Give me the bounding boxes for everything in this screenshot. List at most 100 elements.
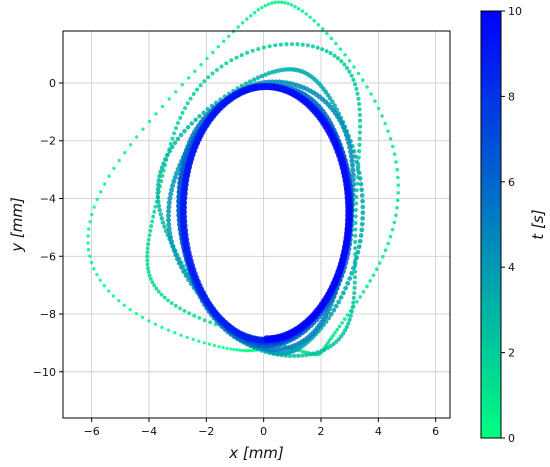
trajectory-point: [178, 306, 182, 311]
trajectory-point: [354, 159, 360, 165]
trajectory-point: [166, 221, 172, 227]
trajectory-point: [263, 3, 268, 8]
trajectory-point: [358, 181, 364, 187]
trajectory-point: [166, 298, 170, 303]
x-tick-label: 6: [432, 425, 439, 438]
trajectory-point: [176, 260, 182, 266]
trajectory-point: [147, 233, 152, 238]
trajectory-point: [86, 248, 91, 252]
trajectory-point: [206, 75, 211, 80]
trajectory-point: [331, 333, 335, 338]
trajectory-point: [147, 319, 151, 323]
trajectory-point: [279, 0, 284, 4]
trajectory-point: [224, 61, 229, 66]
trajectory-point: [225, 346, 229, 350]
trajectory-point: [330, 99, 335, 105]
x-tick-label: 2: [318, 425, 325, 438]
trajectory-point: [88, 220, 92, 224]
trajectory-point: [166, 328, 171, 332]
trajectory-point: [217, 344, 221, 349]
trajectory-point: [338, 334, 344, 339]
trajectory-point: [380, 254, 385, 259]
trajectory-point: [320, 27, 325, 31]
trajectory-point: [283, 0, 287, 5]
trajectory-point: [154, 112, 158, 116]
trajectory-point: [334, 41, 338, 46]
trajectory-point: [161, 161, 166, 166]
trajectory-point: [191, 337, 195, 342]
trajectory-point: [396, 191, 400, 195]
trajectory-point: [365, 284, 369, 289]
trajectory-point: [325, 345, 330, 351]
x-tick-label: −2: [198, 425, 214, 438]
trajectory-point: [351, 295, 356, 300]
trajectory-point: [191, 92, 196, 96]
trajectory-point: [359, 227, 365, 233]
trajectory-point: [347, 317, 352, 322]
trajectory-point: [374, 267, 379, 272]
trajectory-point: [357, 112, 362, 118]
trajectory-point: [234, 55, 239, 60]
trajectory-point: [356, 170, 362, 176]
trajectory-point: [166, 200, 172, 206]
trajectory-point: [324, 49, 329, 54]
trajectory-point: [357, 118, 363, 123]
trajectory-point: [359, 221, 365, 227]
x-tick-label: 0: [260, 425, 267, 438]
trajectory-point: [260, 5, 264, 10]
trajectory-point: [350, 172, 356, 178]
trajectory-point: [147, 119, 152, 124]
trajectory-point: [107, 174, 111, 178]
trajectory-point: [146, 237, 151, 242]
trajectory-point: [175, 136, 181, 142]
trajectory-point: [346, 140, 352, 146]
trajectory-point: [357, 136, 362, 141]
colorbar-tick-label: 10: [508, 5, 522, 18]
trajectory-point: [157, 207, 162, 213]
trajectory-point: [167, 230, 173, 236]
trajectory-point: [183, 106, 187, 110]
trajectory-point: [347, 276, 353, 281]
trajectory-point: [289, 3, 294, 7]
trajectory-point: [159, 165, 165, 170]
trajectory-point: [166, 226, 172, 232]
colorbar-tick-label: 2: [508, 347, 515, 360]
trajectory-point: [123, 151, 127, 155]
trajectory-point: [148, 228, 153, 233]
trajectory-point: [162, 224, 167, 229]
trajectory-point: [169, 239, 175, 245]
trajectory-point: [150, 219, 155, 224]
trajectory-point: [353, 239, 358, 245]
trajectory-point: [333, 330, 337, 335]
trajectory-point: [276, 0, 281, 4]
trajectory-point: [354, 194, 359, 199]
trajectory-point: [342, 62, 347, 67]
y-axis-label: y [mm]: [8, 197, 26, 253]
trajectory-point: [353, 220, 358, 226]
trajectory-point: [158, 169, 163, 175]
y-tick-label: −4: [40, 193, 56, 206]
trajectory-point: [167, 148, 172, 154]
trajectory-point: [388, 137, 393, 141]
trajectory-point: [201, 110, 206, 116]
trajectory-point: [373, 99, 377, 103]
trajectory-point: [331, 307, 337, 313]
trajectory-point: [111, 294, 116, 298]
trajectory-point: [328, 51, 333, 56]
trajectory-point: [212, 343, 217, 348]
trajectory-point: [351, 265, 356, 271]
trajectory-point: [346, 321, 351, 326]
trajectory-point: [168, 191, 174, 197]
trajectory-point: [316, 22, 321, 27]
trajectory-point: [353, 233, 358, 238]
trajectory-point: [221, 39, 226, 44]
trajectory-point: [352, 65, 356, 69]
trajectory-point: [107, 289, 111, 293]
trajectory-point: [188, 96, 193, 101]
trajectory-point: [350, 167, 356, 173]
trajectory-point: [357, 176, 363, 181]
trajectory-point: [356, 71, 361, 76]
trajectory-point: [159, 292, 164, 297]
trajectory-point: [325, 31, 329, 36]
